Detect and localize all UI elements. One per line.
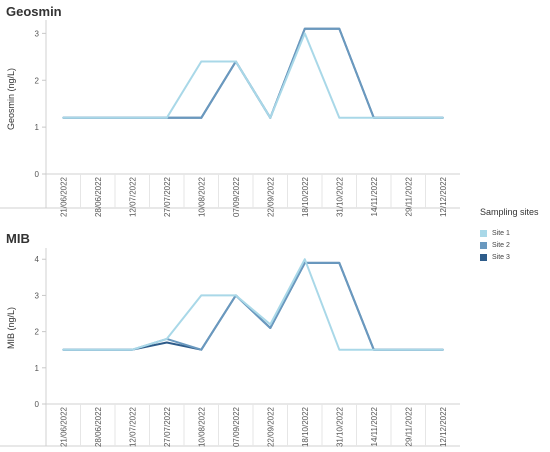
x-tick-label: 31/10/2022	[335, 176, 344, 217]
x-tick-label: 27/07/2022	[163, 406, 172, 447]
legend-swatch	[480, 229, 487, 237]
series-line-site-1	[62, 32, 444, 119]
x-tick-label: 31/10/2022	[335, 406, 344, 447]
y-tick-label: 2	[35, 328, 40, 337]
x-tick-label: 12/12/2022	[439, 176, 448, 217]
legend-label: Site 1	[492, 229, 510, 237]
y-tick-label: 4	[35, 255, 40, 264]
legend-swatch	[480, 241, 487, 249]
legend-title: Sampling sites	[480, 207, 539, 217]
series-line-site-2	[62, 27, 444, 119]
y-tick-label: 3	[35, 291, 40, 300]
x-tick-label: 28/06/2022	[94, 176, 103, 217]
legend-item-site-3[interactable]: Site 3	[480, 251, 539, 263]
x-tick-label: 21/06/2022	[59, 406, 68, 447]
x-tick-label: 18/10/2022	[301, 406, 310, 447]
series-line-site-3	[62, 27, 444, 119]
series-line-site-3	[62, 261, 444, 351]
chart-title-geosmin: Geosmin	[6, 4, 62, 19]
chart-title-mib: MIB	[6, 231, 30, 246]
y-tick-label: 0	[35, 170, 40, 179]
x-tick-label: 22/09/2022	[266, 176, 275, 217]
x-tick-label: 12/07/2022	[128, 406, 137, 447]
x-tick-label: 18/10/2022	[301, 176, 310, 217]
x-tick-label: 29/11/2022	[404, 406, 413, 446]
y-axis-label: MIB (ng/L)	[6, 307, 16, 349]
x-tick-label: 12/12/2022	[439, 406, 448, 447]
y-axis-label: Geosmin (ng/L)	[6, 68, 16, 130]
series-line-site-1	[62, 258, 444, 351]
series-line-site-2	[62, 261, 444, 351]
x-tick-label: 10/08/2022	[197, 176, 206, 217]
legend-swatch	[480, 253, 487, 261]
x-tick-label: 22/09/2022	[266, 406, 275, 447]
x-tick-label: 14/11/2022	[370, 176, 379, 216]
legend-label: Site 2	[492, 241, 510, 249]
x-tick-label: 27/07/2022	[163, 176, 172, 217]
y-tick-label: 1	[35, 364, 40, 373]
legend-item-site-2[interactable]: Site 2	[480, 239, 539, 251]
y-tick-label: 3	[35, 29, 40, 38]
y-tick-label: 0	[35, 400, 40, 409]
x-tick-label: 28/06/2022	[94, 406, 103, 447]
x-tick-label: 29/11/2022	[404, 176, 413, 216]
legend-label: Site 3	[492, 253, 510, 261]
x-tick-label: 21/06/2022	[59, 176, 68, 217]
legend: Sampling sites Site 1 Site 2 Site 3	[480, 207, 539, 263]
legend-item-site-1[interactable]: Site 1	[480, 227, 539, 239]
x-tick-label: 12/07/2022	[128, 176, 137, 217]
y-tick-label: 2	[35, 76, 40, 85]
x-tick-label: 07/09/2022	[232, 406, 241, 447]
x-tick-label: 10/08/2022	[197, 406, 206, 447]
x-tick-label: 14/11/2022	[370, 406, 379, 446]
x-tick-label: 07/09/2022	[232, 176, 241, 217]
y-tick-label: 1	[35, 123, 40, 132]
